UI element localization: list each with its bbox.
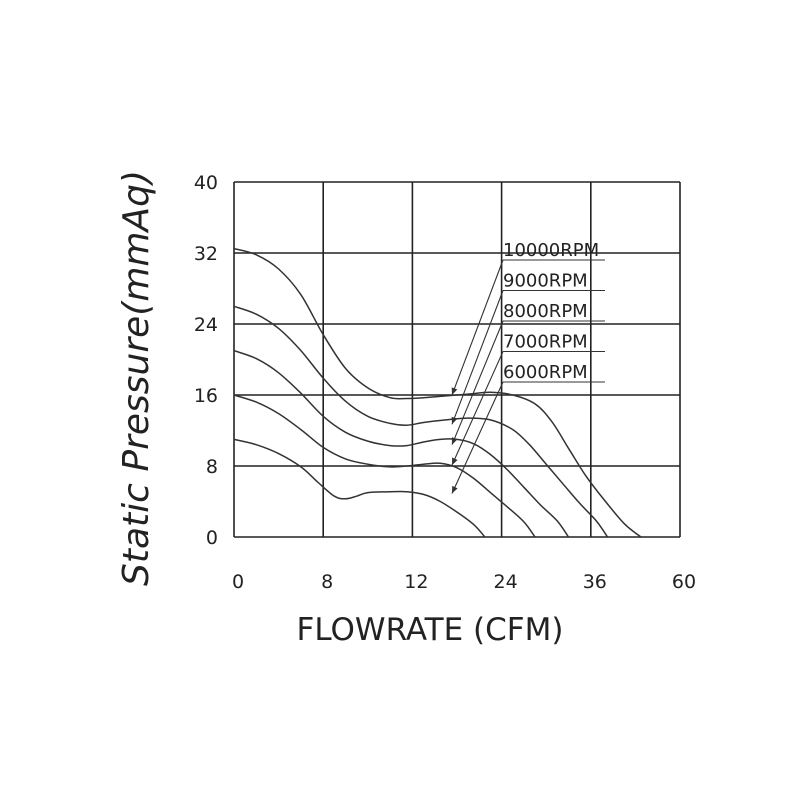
chart-ticks: 0 8 12 24 36 60 0 8 16 24 32 40 xyxy=(194,172,696,593)
leader-line xyxy=(451,259,504,396)
y-tick-label: 8 xyxy=(206,456,218,478)
leader-arrowhead xyxy=(452,485,458,494)
y-tick-label: 16 xyxy=(194,385,218,407)
y-tick-label: 24 xyxy=(194,314,218,336)
chart-leaders xyxy=(451,259,605,494)
rpm-label: 8000RPM xyxy=(503,301,588,322)
y-axis-title: Static Pressure(mmAq) xyxy=(116,170,157,586)
y-tick-label: 40 xyxy=(194,172,218,194)
chart-grid xyxy=(233,181,681,538)
curve-6000rpm xyxy=(233,438,486,538)
chart-curves xyxy=(233,247,642,538)
x-tick-label: 0 xyxy=(232,571,244,593)
leader-arrowhead xyxy=(452,457,458,466)
leader-line xyxy=(451,351,504,466)
leader-line xyxy=(451,320,504,445)
x-tick-label: 60 xyxy=(672,571,696,593)
x-tick-label: 12 xyxy=(404,571,428,593)
rpm-label: 6000RPM xyxy=(503,362,588,383)
curve-10000rpm xyxy=(233,247,642,538)
curve-8000rpm xyxy=(233,349,570,538)
x-axis-title: FLOWRATE (CFM) xyxy=(297,612,564,648)
x-tick-label: 24 xyxy=(494,571,518,593)
x-tick-label: 8 xyxy=(321,571,333,593)
y-tick-label: 32 xyxy=(194,243,218,265)
leader-line xyxy=(451,381,504,494)
curve-9000rpm xyxy=(233,305,609,538)
leader-arrowhead xyxy=(451,387,458,395)
leader-arrowhead xyxy=(451,437,458,445)
rpm-label: 10000RPM xyxy=(503,240,599,261)
curve-7000rpm xyxy=(233,394,536,538)
leader-line xyxy=(451,290,504,425)
rpm-label: 7000RPM xyxy=(503,332,588,353)
x-tick-label: 36 xyxy=(583,571,607,593)
y-tick-label: 0 xyxy=(206,527,218,549)
leader-arrowhead xyxy=(451,416,458,425)
chart-rpm-labels: 10000RPM 9000RPM 8000RPM 7000RPM 6000RPM xyxy=(503,240,599,383)
rpm-label: 9000RPM xyxy=(503,271,588,292)
